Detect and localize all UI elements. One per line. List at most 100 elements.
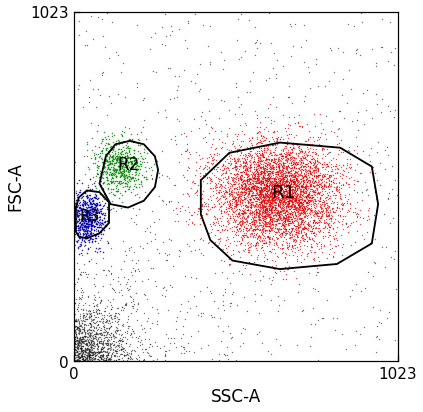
Point [121,124,128,131]
Point [254,233,261,240]
Point [236,144,243,150]
Point [85,327,91,333]
Point [104,164,111,171]
Point [279,153,286,159]
Point [81,219,88,226]
Point [274,203,280,210]
Point [335,186,342,193]
Point [275,161,281,167]
Point [280,222,286,229]
Point [75,276,82,282]
Point [122,172,129,179]
Point [293,199,299,206]
Point [116,316,123,323]
Point [73,344,80,350]
Point [304,200,310,206]
Point [71,206,78,213]
Point [371,236,378,243]
Point [89,356,96,362]
Point [79,334,86,340]
Point [282,227,289,233]
Point [260,214,267,221]
Point [328,173,335,179]
Point [145,350,151,356]
Point [233,356,239,363]
Point [310,229,317,236]
Point [109,19,115,26]
Point [87,338,94,345]
Point [102,160,108,167]
Point [71,242,78,248]
Point [340,168,347,175]
Point [86,192,93,199]
Point [352,328,359,334]
Point [312,158,319,164]
Point [230,171,237,177]
Point [104,317,110,324]
Point [98,346,104,353]
Point [203,166,210,172]
Point [94,163,101,170]
Point [93,336,100,343]
Point [264,221,270,227]
Point [325,172,332,179]
Point [255,251,261,258]
Point [296,155,303,162]
Point [257,200,264,207]
Point [81,326,88,332]
Point [370,184,376,191]
Point [190,237,197,244]
Point [321,172,327,179]
Point [276,136,283,143]
Point [303,242,310,249]
Point [97,349,104,355]
Point [288,170,294,177]
Point [93,206,100,213]
Point [312,208,319,215]
Point [75,18,82,24]
Point [299,155,306,162]
Point [305,192,311,199]
Point [324,151,330,158]
Point [324,221,331,228]
Point [222,165,229,172]
Point [305,160,311,166]
Point [296,197,302,204]
Point [236,176,243,183]
Point [207,61,214,68]
Point [276,179,283,186]
Point [293,193,300,200]
Point [295,201,302,207]
Point [257,178,264,184]
Point [88,220,95,227]
Point [128,190,135,196]
Point [86,192,93,199]
Point [290,188,297,195]
Point [289,179,296,185]
Point [317,184,324,190]
Point [297,44,304,51]
Point [297,230,304,237]
Point [109,342,116,348]
Point [213,194,220,201]
Point [267,208,274,214]
Point [290,228,297,235]
Point [276,163,283,169]
Point [94,158,101,165]
Point [276,226,283,233]
Point [95,324,102,330]
Point [233,164,239,171]
Point [241,183,248,190]
Point [292,194,299,201]
Point [99,318,106,324]
Point [253,37,260,44]
Point [253,196,260,203]
Point [310,222,317,229]
Point [315,172,322,179]
Point [255,206,261,212]
Point [211,201,217,207]
Point [266,166,273,173]
Point [279,183,286,189]
Point [115,167,122,173]
Point [231,185,237,191]
